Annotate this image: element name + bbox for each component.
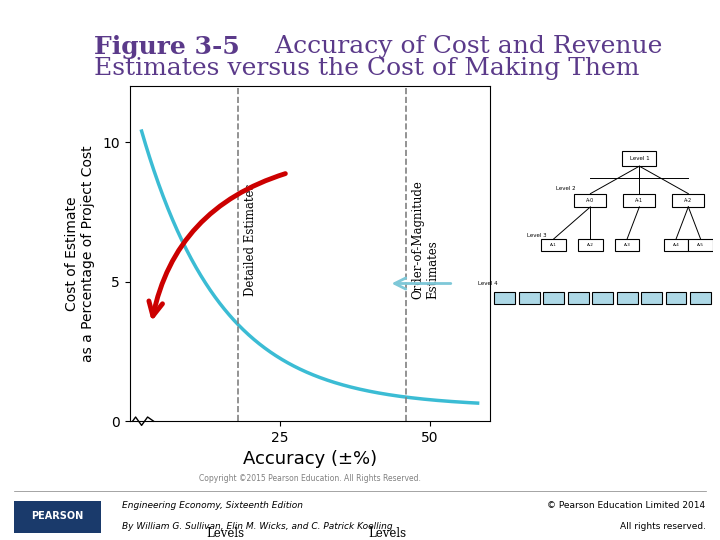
Text: Levels
1-2
in WBS: Levels 1-2 in WBS xyxy=(366,527,410,540)
Text: A-5: A-5 xyxy=(697,243,704,247)
FancyBboxPatch shape xyxy=(14,501,101,532)
FancyBboxPatch shape xyxy=(672,194,704,207)
Text: By William G. Sullivan, Elin M. Wicks, and C. Patrick Koelling: By William G. Sullivan, Elin M. Wicks, a… xyxy=(122,522,393,531)
Text: Engineering Economy, Sixteenth Edition: Engineering Economy, Sixteenth Edition xyxy=(122,501,303,510)
Text: A-0: A-0 xyxy=(586,198,595,203)
Text: Estimates versus the Cost of Making Them: Estimates versus the Cost of Making Them xyxy=(94,57,639,80)
Text: Figure 3-5: Figure 3-5 xyxy=(94,35,239,59)
FancyBboxPatch shape xyxy=(578,239,603,251)
FancyBboxPatch shape xyxy=(575,194,606,207)
Text: Detailed Estimates: Detailed Estimates xyxy=(243,184,256,296)
FancyBboxPatch shape xyxy=(664,239,688,251)
Text: A-3: A-3 xyxy=(624,243,631,247)
Text: Level 4: Level 4 xyxy=(478,281,498,286)
FancyBboxPatch shape xyxy=(624,194,655,207)
Text: Order-of-Magnitude
Estimates: Order-of-Magnitude Estimates xyxy=(412,180,440,299)
FancyBboxPatch shape xyxy=(495,292,515,304)
Text: A-1: A-1 xyxy=(550,243,557,247)
FancyBboxPatch shape xyxy=(544,292,564,304)
Text: A-2: A-2 xyxy=(684,198,693,203)
Text: A-4: A-4 xyxy=(672,243,680,247)
FancyBboxPatch shape xyxy=(642,292,662,304)
FancyBboxPatch shape xyxy=(519,292,539,304)
FancyBboxPatch shape xyxy=(617,292,637,304)
Text: All rights reserved.: All rights reserved. xyxy=(620,522,706,531)
Text: PEARSON: PEARSON xyxy=(32,511,84,521)
FancyBboxPatch shape xyxy=(622,151,657,166)
FancyBboxPatch shape xyxy=(615,239,639,251)
FancyBboxPatch shape xyxy=(666,292,686,304)
Text: Levels
3–4
in WBS: Levels 3–4 in WBS xyxy=(204,527,248,540)
Text: Level 2: Level 2 xyxy=(556,186,576,191)
FancyBboxPatch shape xyxy=(690,292,711,304)
Text: © Pearson Education Limited 2014: © Pearson Education Limited 2014 xyxy=(547,501,706,510)
X-axis label: Accuracy (±%): Accuracy (±%) xyxy=(243,450,377,469)
FancyArrowPatch shape xyxy=(149,174,285,316)
FancyBboxPatch shape xyxy=(688,239,713,251)
FancyBboxPatch shape xyxy=(568,292,588,304)
FancyBboxPatch shape xyxy=(541,239,566,251)
Text: Level 1: Level 1 xyxy=(629,156,649,161)
Text: Copyright ©2015 Pearson Education. All Rights Reserved.: Copyright ©2015 Pearson Education. All R… xyxy=(199,475,420,483)
Text: Accuracy of Cost and Revenue: Accuracy of Cost and Revenue xyxy=(259,35,662,58)
Text: A-2: A-2 xyxy=(587,243,594,247)
Y-axis label: Cost of Estimate
as a Percentage of Project Cost: Cost of Estimate as a Percentage of Proj… xyxy=(65,145,95,362)
FancyBboxPatch shape xyxy=(593,292,613,304)
Text: A-1: A-1 xyxy=(635,198,644,203)
Text: Level 3: Level 3 xyxy=(527,233,546,239)
